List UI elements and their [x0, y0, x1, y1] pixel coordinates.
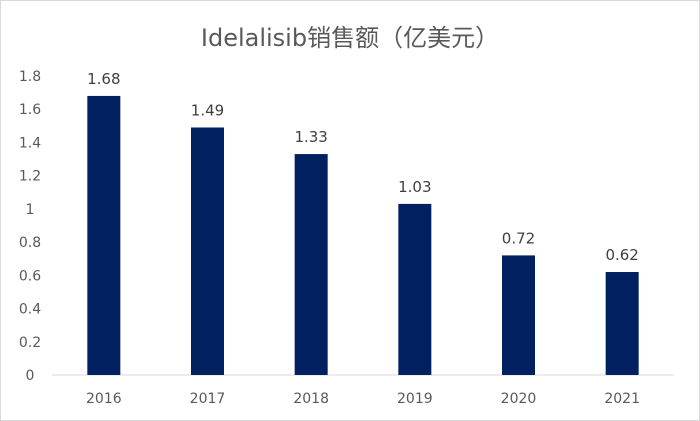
data-label: 0.62: [605, 246, 638, 264]
x-tick-label: 2019: [397, 391, 433, 407]
y-tick-label: 0.6: [19, 268, 41, 284]
bar: [191, 127, 224, 375]
y-tick-label: 0.4: [19, 302, 41, 318]
y-tick-label: 1.2: [19, 169, 41, 185]
y-tick-label: 0.8: [19, 235, 41, 251]
x-tick-label: 2020: [501, 391, 537, 407]
bar: [294, 154, 328, 375]
chart-title: Idelalisib销售额（亿美元）: [200, 24, 500, 52]
data-label: 1.49: [191, 101, 224, 119]
x-tick-label: 2018: [293, 391, 329, 407]
y-tick-label: 0: [26, 368, 35, 384]
bar: [605, 272, 639, 375]
y-tick-label: 1.8: [19, 69, 41, 85]
bar: [87, 95, 121, 375]
bar: [502, 255, 535, 375]
data-label: 1.33: [294, 128, 327, 146]
x-tick-label: 2016: [86, 391, 122, 407]
x-tick-label: 2017: [190, 391, 226, 407]
y-tick-label: 0.2: [19, 335, 41, 351]
x-tick-label: 2021: [604, 391, 640, 407]
y-tick-label: 1: [26, 202, 35, 218]
bar: [398, 203, 432, 375]
y-tick-label: 1.4: [19, 135, 41, 151]
data-label: 0.72: [502, 229, 535, 247]
data-label: 1.68: [87, 70, 120, 88]
data-label: 1.03: [398, 178, 431, 196]
y-tick-label: 1.6: [19, 102, 41, 118]
